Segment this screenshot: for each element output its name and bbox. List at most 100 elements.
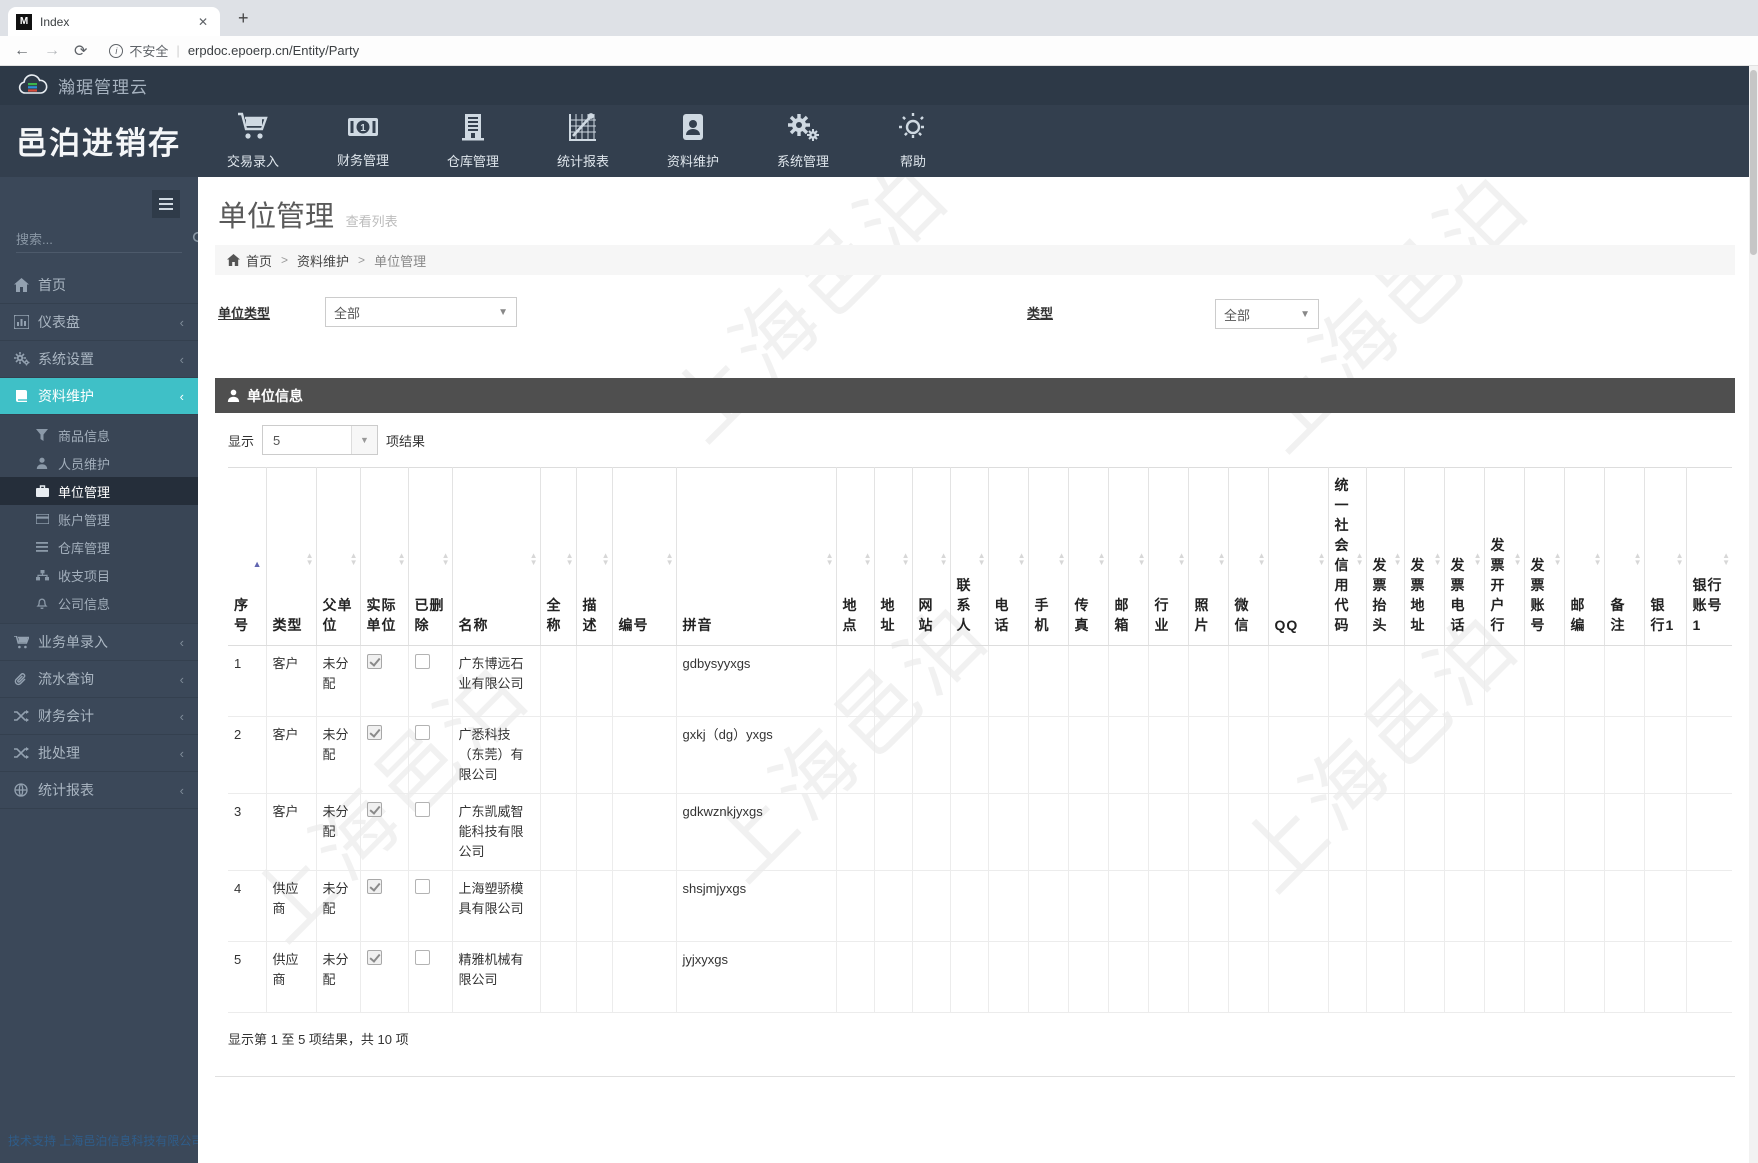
column-header[interactable]: ▲ ▼ 描述 [575, 467, 612, 646]
column-header[interactable]: ▲ ▼ 全称 [539, 467, 576, 646]
sort-icon[interactable]: ▲ ▼ [529, 551, 538, 567]
column-header[interactable]: ▲ ▼ 编号 [611, 467, 676, 646]
nav-master-data[interactable]: 资料维护 [638, 105, 748, 177]
column-header[interactable]: ▲ ▼ 银行账号1 [1685, 467, 1732, 646]
forward-icon[interactable]: → [44, 41, 60, 59]
sort-icon[interactable]: ▲ ▼ [1317, 551, 1326, 567]
sidebar-item-order-entry[interactable]: 业务单录入 ‹ [0, 624, 198, 661]
sort-icon[interactable]: ▲ ▼ [1097, 551, 1106, 567]
scrollbar-thumb[interactable] [1750, 70, 1757, 255]
browser-tab[interactable]: M Index ✕ [8, 7, 220, 36]
nav-transactions[interactable]: 交易录入 [198, 105, 308, 177]
sort-icon[interactable]: ▲ ▼ [901, 551, 910, 567]
new-tab-button[interactable]: + [238, 8, 249, 28]
column-header[interactable]: ▲ ▼ 已删除 [407, 467, 452, 646]
sidebar-item-personnel[interactable]: 人员维护 [0, 449, 198, 477]
breadcrumb-home[interactable]: 首页 [246, 253, 273, 269]
column-header[interactable]: ▲ ▼ 发票地址 [1403, 467, 1444, 646]
sort-icon[interactable]: ▲ ▼ [1722, 551, 1730, 567]
column-header[interactable]: ▲ ▼ 名称 [451, 467, 540, 646]
column-header[interactable]: ▲ ▼ 微信 [1227, 467, 1268, 646]
security-label[interactable]: 不安全 [129, 44, 169, 59]
search-input[interactable] [16, 232, 192, 247]
sort-icon[interactable]: ▲ ▼ [665, 551, 674, 567]
sidebar-item-accounts[interactable]: 账户管理 [0, 505, 198, 533]
column-header[interactable]: ▲ ▼ 地点 [835, 467, 874, 646]
sort-icon[interactable]: ▲ ▼ [1393, 551, 1402, 567]
sort-icon[interactable]: ▲ ▼ [825, 551, 834, 567]
sort-icon[interactable]: ▲ ▼ [1355, 551, 1364, 567]
sidebar-item-home[interactable]: 首页 [0, 267, 198, 304]
column-header[interactable]: ▲ ▼ 银行1 [1643, 467, 1686, 646]
column-header[interactable]: ▲ ▼ 地址 [873, 467, 912, 646]
column-header[interactable]: ▲ ▼ 邮箱 [1107, 467, 1148, 646]
column-header[interactable]: ▲ ▼ 统一社会信用代码 [1327, 467, 1366, 646]
column-header[interactable]: ▲ ▼ 电话 [987, 467, 1028, 646]
column-header[interactable]: ▲ 序号 [228, 467, 266, 646]
url-text[interactable]: erpdoc.epoerp.cn/Entity/Party [187, 43, 360, 58]
column-header[interactable]: ▲ ▼ 发票电话 [1443, 467, 1484, 646]
sidebar-item-transactions-query[interactable]: 流水查询 ‹ [0, 661, 198, 698]
checkbox-checked[interactable] [366, 802, 382, 817]
sort-icon[interactable]: ▲ ▼ [601, 551, 610, 567]
sidebar-item-units[interactable]: 单位管理 [0, 477, 198, 505]
column-header[interactable]: ▲ ▼ 拼音 [675, 467, 836, 646]
sidebar-item-financial-accounting[interactable]: 财务会计 ‹ [0, 698, 198, 735]
sort-icon[interactable]: ▲ ▼ [1593, 551, 1602, 567]
sidebar-item-batch-processing[interactable]: 批处理 ‹ [0, 735, 198, 772]
column-header[interactable]: ▲ ▼ 发票开户行 [1483, 467, 1524, 646]
sidebar-item-master-data[interactable]: 资料维护 ‹ [0, 378, 198, 415]
hamburger-menu-icon[interactable] [152, 190, 180, 218]
column-header[interactable]: ▲ ▼ 发票账号 [1523, 467, 1564, 646]
column-header[interactable]: ▲ ▼ QQ [1267, 467, 1328, 646]
nav-system[interactable]: 系统管理 [748, 105, 858, 177]
sort-icon[interactable]: ▲ ▼ [1433, 551, 1442, 567]
sort-icon[interactable]: ▲ ▼ [1217, 551, 1226, 567]
checkbox-checked[interactable] [366, 725, 382, 740]
sort-icon[interactable]: ▲ ▼ [977, 551, 986, 567]
sort-icon[interactable]: ▲ ▼ [441, 551, 450, 567]
nav-help[interactable]: 帮助 [858, 105, 968, 177]
sort-icon[interactable]: ▲ ▼ [1137, 551, 1146, 567]
reload-icon[interactable]: ⟳ [74, 42, 88, 60]
page-info-icon[interactable]: i [109, 43, 124, 58]
type-select[interactable]: 全部 ▼ [1215, 299, 1319, 329]
sort-icon[interactable]: ▲ ▼ [1553, 551, 1562, 567]
column-header[interactable]: ▲ ▼ 行业 [1147, 467, 1188, 646]
column-header[interactable]: ▲ ▼ 照片 [1187, 467, 1228, 646]
sort-asc-icon[interactable]: ▲ [252, 559, 262, 569]
sidebar-item-system-settings[interactable]: 系统设置 ‹ [0, 341, 198, 378]
checkbox-checked[interactable] [366, 950, 382, 965]
sidebar-item-statistics-reports[interactable]: 统计报表 ‹ [0, 772, 198, 809]
sort-icon[interactable]: ▲ ▼ [1633, 551, 1642, 567]
checkbox-unchecked[interactable] [414, 802, 430, 817]
column-header[interactable]: ▲ ▼ 传真 [1067, 467, 1108, 646]
sort-icon[interactable]: ▲ ▼ [305, 551, 314, 567]
checkbox-unchecked[interactable] [414, 950, 430, 965]
column-header[interactable]: ▲ ▼ 手机 [1027, 467, 1068, 646]
checkbox-unchecked[interactable] [414, 725, 430, 740]
checkbox-unchecked[interactable] [414, 654, 430, 669]
checkbox-checked[interactable] [366, 654, 382, 669]
nav-finance[interactable]: 1 财务管理 [308, 105, 418, 177]
sort-icon[interactable]: ▲ ▼ [397, 551, 406, 567]
sort-icon[interactable]: ▲ ▼ [939, 551, 948, 567]
column-header[interactable]: ▲ ▼ 网站 [911, 467, 950, 646]
sort-icon[interactable]: ▲ ▼ [1177, 551, 1186, 567]
column-header[interactable]: ▲ ▼ 父单位 [315, 467, 360, 646]
sidebar-item-income-expense[interactable]: 收支项目 [0, 561, 198, 589]
column-header[interactable]: ▲ ▼ 邮编 [1563, 467, 1604, 646]
sort-icon[interactable]: ▲ ▼ [1513, 551, 1522, 567]
sort-icon[interactable]: ▲ ▼ [349, 551, 358, 567]
sidebar-item-dashboard[interactable]: 仪表盘 ‹ [0, 304, 198, 341]
column-header[interactable]: ▲ ▼ 联系人 [949, 467, 988, 646]
sort-icon[interactable]: ▲ ▼ [1017, 551, 1026, 567]
unit-type-select[interactable]: 全部 ▼ [325, 297, 517, 327]
sort-icon[interactable]: ▲ ▼ [1675, 551, 1684, 567]
column-header[interactable]: ▲ ▼ 备注 [1603, 467, 1644, 646]
column-header[interactable]: ▲ ▼ 实际单位 [359, 467, 408, 646]
sidebar-item-products[interactable]: 商品信息 [0, 421, 198, 449]
sort-icon[interactable]: ▲ ▼ [863, 551, 872, 567]
checkbox-checked[interactable] [366, 879, 382, 894]
nav-reports[interactable]: 统计报表 [528, 105, 638, 177]
